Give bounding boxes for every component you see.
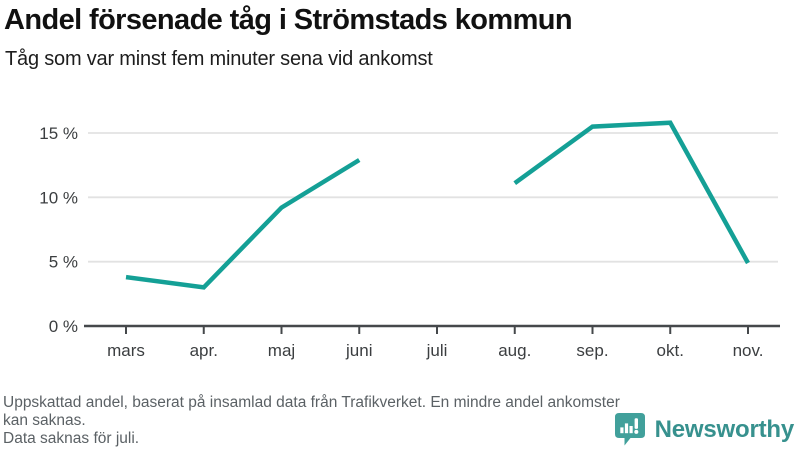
svg-text:10 %: 10 %	[39, 188, 78, 207]
line-chart-svg: 0 % 5 % 10 % 15 % mars apr. maj juni juli aug. sep…	[39, 120, 780, 360]
svg-text:maj: maj	[268, 341, 295, 360]
line-chart: 0 % 5 % 10 % 15 % mars apr. maj juni juli aug. sep…	[0, 100, 800, 390]
source-note-line: Uppskattad andel, baserat på insamlad da…	[3, 394, 620, 429]
svg-text:aug.: aug.	[498, 341, 531, 360]
svg-text:apr.: apr.	[190, 341, 218, 360]
svg-text:juni: juni	[345, 341, 372, 360]
svg-text:juli: juli	[426, 341, 448, 360]
svg-text:okt.: okt.	[657, 341, 684, 360]
source-note: Uppskattad andel, baserat på insamlad da…	[3, 394, 635, 448]
svg-text:15 %: 15 %	[39, 124, 78, 143]
svg-text:nov.: nov.	[733, 341, 764, 360]
svg-text:mars: mars	[107, 341, 145, 360]
svg-text:sep.: sep.	[576, 341, 608, 360]
newsworthy-icon	[614, 413, 645, 446]
newsworthy-wordmark: Newsworthy	[654, 415, 795, 443]
missing-data-note: Data saknas för juli.	[3, 430, 140, 447]
chart-title: Andel försenade tåg i Strömstads kommun	[4, 4, 573, 36]
chart-subtitle: Tåg som var minst fem minuter sena vid a…	[5, 48, 433, 70]
svg-text:0 %: 0 %	[49, 317, 78, 336]
svg-text:5 %: 5 %	[49, 253, 78, 272]
newsworthy-logo: Newsworthy	[614, 412, 794, 447]
